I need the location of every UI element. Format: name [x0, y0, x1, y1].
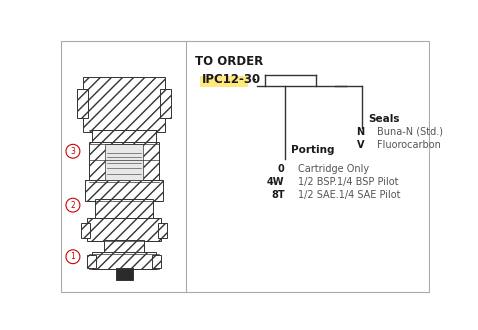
Text: 2: 2: [71, 201, 76, 210]
Text: -: -: [251, 75, 256, 84]
Bar: [86, 180, 163, 201]
Bar: [77, 89, 88, 118]
Text: 3: 3: [70, 147, 76, 156]
Circle shape: [66, 144, 80, 158]
Bar: [105, 144, 143, 180]
Bar: [104, 240, 144, 254]
Text: Fluorocarbon: Fluorocarbon: [378, 140, 441, 150]
Bar: [89, 142, 159, 182]
Text: 8T: 8T: [271, 190, 284, 200]
Bar: [87, 218, 161, 241]
Text: 1/2 BSP.1/4 BSP Pilot: 1/2 BSP.1/4 BSP Pilot: [298, 177, 398, 187]
Bar: [160, 89, 171, 118]
Text: V: V: [357, 140, 364, 150]
Text: TO ORDER: TO ORDER: [196, 55, 264, 68]
Circle shape: [66, 198, 80, 212]
Bar: [81, 223, 90, 238]
Text: 1/2 SAE.1/4 SAE Pilot: 1/2 SAE.1/4 SAE Pilot: [298, 190, 400, 200]
Bar: [92, 252, 156, 269]
Bar: [200, 76, 248, 86]
Circle shape: [66, 250, 80, 264]
Bar: [96, 199, 153, 220]
Bar: [116, 268, 132, 280]
Text: 0: 0: [278, 164, 284, 174]
Text: Buna-N (Std.): Buna-N (Std.): [378, 127, 444, 137]
Text: 1: 1: [71, 252, 76, 261]
Text: N: N: [356, 127, 364, 137]
Bar: [87, 255, 96, 268]
Text: 4W: 4W: [267, 177, 284, 187]
Bar: [83, 77, 165, 132]
Text: Seals: Seals: [368, 114, 400, 124]
Text: Cartridge Only: Cartridge Only: [298, 164, 369, 174]
Text: Porting: Porting: [291, 145, 334, 155]
Bar: [158, 223, 167, 238]
Text: IPC12-30: IPC12-30: [202, 73, 261, 86]
Bar: [152, 255, 161, 268]
Bar: [92, 130, 156, 144]
